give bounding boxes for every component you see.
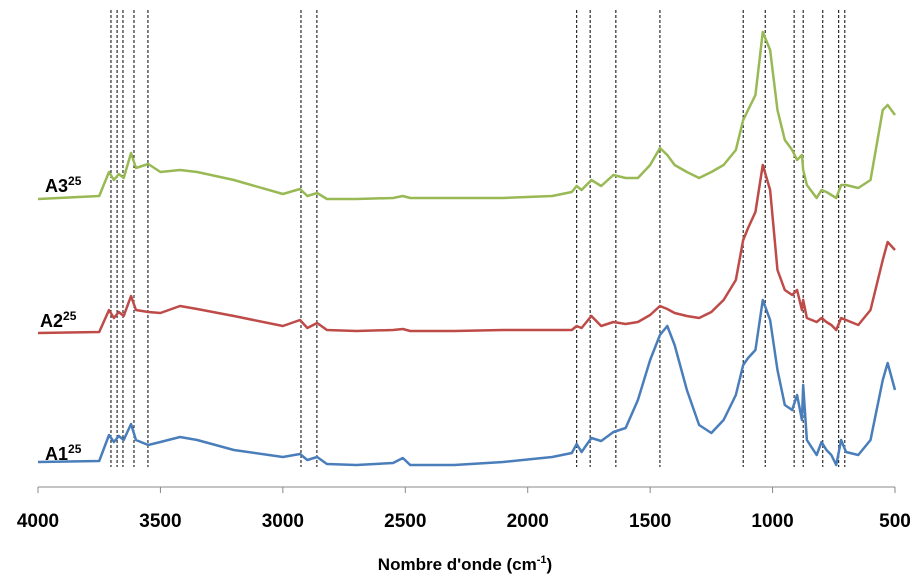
x-tick-label: 3000: [262, 511, 304, 532]
series-line: [37, 30, 897, 201]
x-tick-label: 1500: [629, 511, 671, 532]
x-tick-label: 1000: [751, 511, 793, 532]
series-label-sup: 25: [63, 309, 77, 323]
x-tick-label: 2500: [384, 511, 426, 532]
x-axis-label-text: Nombre d'onde (cm: [378, 555, 537, 574]
series-line: [37, 163, 896, 335]
series-label-name: A3: [45, 176, 68, 196]
x-tick-label: 3500: [139, 511, 181, 532]
series-label-name: A2: [40, 311, 63, 331]
series-label-sup: 25: [68, 174, 82, 188]
series-label: A125: [45, 442, 82, 464]
x-tick-label: 4000: [17, 511, 59, 532]
x-axis-label-sup: -1: [537, 554, 547, 566]
x-tick-label: 500: [879, 511, 911, 532]
series-label: A225: [40, 309, 77, 331]
x-axis-label: Nombre d'onde (cm-1): [378, 554, 552, 574]
x-tick-label: 2000: [507, 511, 549, 532]
series-line: [37, 298, 897, 467]
series-label: A325: [45, 174, 82, 196]
series-label-name: A1: [45, 444, 68, 464]
x-axis-label-end: ): [547, 555, 553, 574]
series-label-sup: 25: [68, 442, 82, 456]
